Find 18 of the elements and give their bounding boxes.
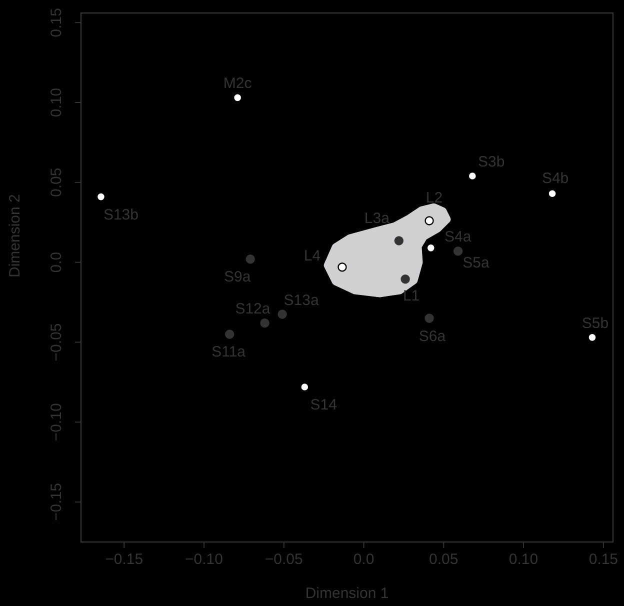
point [424,216,434,226]
point [548,188,557,198]
point [278,310,287,319]
annotation: L1 [402,288,420,305]
point [338,262,347,272]
point [453,246,463,256]
point [400,274,410,284]
point [232,93,242,102]
point [246,254,255,264]
point [96,192,106,202]
point [424,314,434,323]
point [394,236,404,246]
point [260,318,270,328]
point [224,330,234,339]
point [426,243,436,253]
point [468,171,478,181]
point [588,332,597,342]
point [300,382,310,392]
